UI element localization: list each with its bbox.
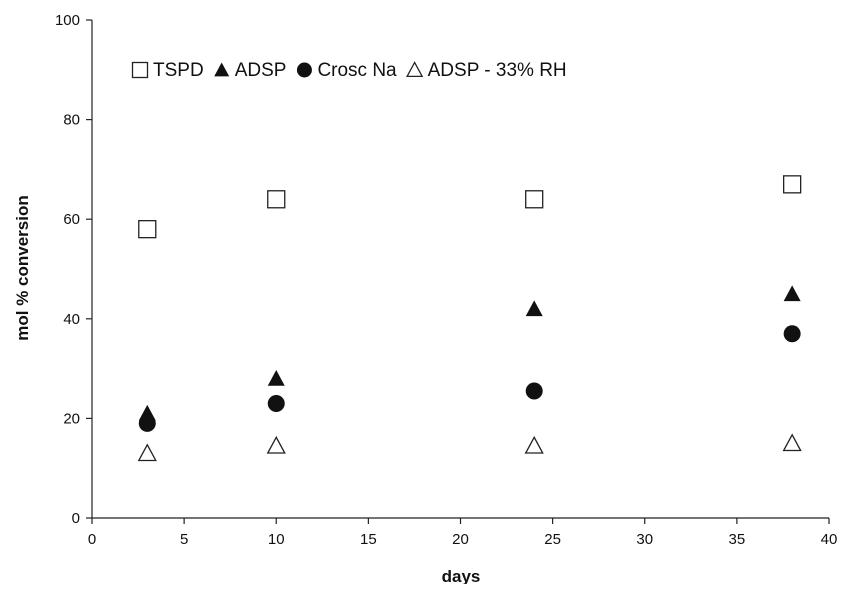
y-tick-label: 0 <box>72 510 80 527</box>
x-tick-label: 0 <box>88 531 96 548</box>
x-tick-label: 5 <box>180 531 188 548</box>
adsp-33-rh-point <box>782 433 802 452</box>
x-tick-label: 40 <box>821 531 838 548</box>
y-axis-title: mol % conversion <box>13 195 32 340</box>
y-tick-label: 40 <box>63 311 80 328</box>
legend-label-tspd: TSPD <box>153 60 204 81</box>
crosc-na-point <box>138 414 156 432</box>
data-points <box>137 175 802 462</box>
ticks: 0 20 40 60 80 100 0 5 10 15 20 25 30 35 40 <box>55 12 837 548</box>
adsp-point <box>783 285 801 302</box>
tspd-point <box>267 190 286 209</box>
x-tick-label: 30 <box>636 531 653 548</box>
legend-marker-tspd <box>131 61 149 79</box>
tspd-point <box>525 190 544 209</box>
crosc-na-point <box>525 382 543 400</box>
adsp-33-rh-point <box>266 435 286 454</box>
legend: TSPD ADSP Crosc Na ADSP - 33% RH <box>131 60 567 81</box>
adsp-point <box>525 300 543 317</box>
tspd-point <box>783 175 802 194</box>
x-tick-label: 15 <box>360 531 377 548</box>
legend-marker-adsp-33-rh <box>406 61 424 78</box>
x-tick-label: 20 <box>452 531 469 548</box>
x-tick-label: 35 <box>729 531 746 548</box>
adsp-33-rh-point <box>137 443 157 462</box>
legend-label-adsp-33-rh: ADSP - 33% RH <box>428 60 567 81</box>
axes <box>91 20 829 519</box>
y-tick-label: 20 <box>63 410 80 427</box>
tspd-point <box>138 220 157 239</box>
adsp-33-rh-point <box>524 435 544 454</box>
crosc-na-point <box>783 325 801 343</box>
x-tick-label: 10 <box>268 531 285 548</box>
y-tick-label: 80 <box>63 112 80 129</box>
y-tick-label: 100 <box>55 12 80 29</box>
legend-label-adsp: ADSP <box>235 60 287 81</box>
legend-marker-adsp <box>214 62 230 77</box>
x-axis-title: days <box>442 567 481 584</box>
crosc-na-point <box>267 394 285 412</box>
adsp-point <box>267 370 285 386</box>
x-tick-label: 25 <box>544 531 561 548</box>
y-tick-label: 60 <box>63 211 80 228</box>
legend-marker-crosc-na <box>296 62 312 78</box>
legend-label-crosc-na: Crosc Na <box>317 60 397 81</box>
